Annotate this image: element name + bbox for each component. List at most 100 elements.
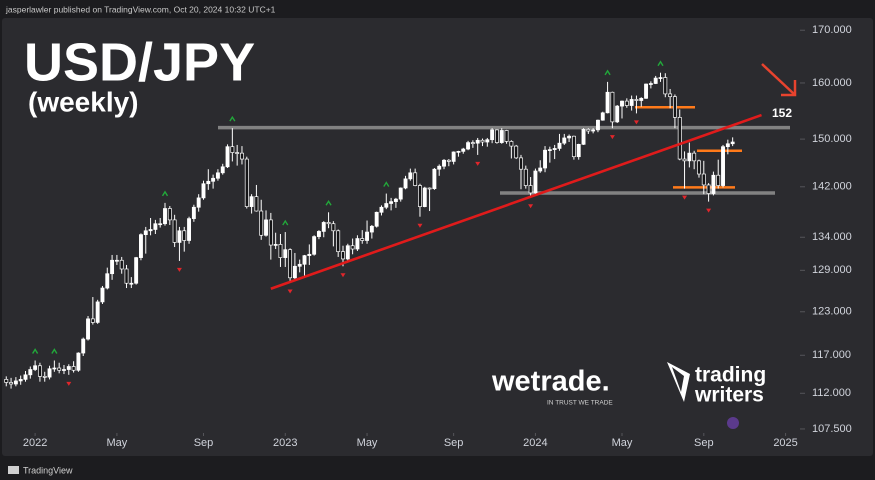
fractal-high — [229, 115, 236, 122]
candle-body — [596, 119, 600, 131]
candle-body — [605, 91, 610, 114]
candle-body — [663, 77, 668, 95]
candle-body — [538, 167, 543, 172]
candle-body — [13, 380, 18, 385]
candle-body — [644, 83, 649, 99]
candle-body — [648, 83, 653, 85]
candle-body — [76, 352, 81, 371]
candle-body — [393, 198, 398, 202]
chart-subtitle: (weekly) — [28, 86, 139, 117]
candle-body — [586, 128, 591, 132]
level-label: 152 — [772, 106, 792, 120]
candle-body — [442, 159, 446, 167]
fractal-high — [325, 199, 332, 206]
candle-body — [114, 259, 119, 262]
fractal-low — [528, 204, 534, 209]
brand-icon — [667, 362, 690, 402]
candle-body — [494, 129, 499, 143]
candle-body — [576, 143, 581, 158]
fractal-high — [51, 348, 58, 354]
candle-body — [672, 96, 677, 118]
x-tick-label: May — [107, 437, 128, 449]
candle-body — [721, 146, 725, 186]
candle-body — [624, 100, 629, 106]
x-tick-label: Sep — [194, 437, 214, 449]
candle-body — [28, 369, 33, 376]
candle-body — [567, 135, 572, 139]
candle-body — [446, 159, 451, 162]
fractal-low — [417, 223, 423, 228]
candle-body — [158, 223, 163, 226]
candle-body — [62, 369, 66, 371]
fractal-low — [340, 273, 346, 278]
candle-body — [225, 146, 230, 168]
candle-body — [384, 203, 389, 208]
brand-wetrade: wetrade. — [491, 366, 610, 398]
candle-body — [244, 158, 249, 207]
candle-body — [692, 152, 697, 162]
candle-body — [706, 184, 711, 194]
candle-body — [379, 206, 384, 213]
candle-body — [312, 236, 317, 255]
fractal-low — [682, 195, 688, 200]
candle-body — [42, 375, 47, 378]
candle-body — [470, 142, 475, 144]
candle-body — [701, 173, 706, 186]
candle-body — [547, 149, 552, 151]
candle-body — [211, 177, 216, 182]
y-tick-label: 150.000 — [812, 133, 852, 145]
candle-body — [418, 185, 422, 207]
candle-body — [687, 152, 692, 162]
candle-body — [283, 249, 288, 258]
candle-body — [268, 219, 273, 246]
x-tick-label: Sep — [694, 437, 714, 449]
trendline — [270, 113, 762, 290]
candle-body — [389, 201, 394, 204]
candle-body — [259, 210, 264, 236]
candle-body — [191, 206, 196, 219]
candle-body — [629, 99, 634, 106]
candle-body — [639, 97, 644, 101]
candle-body — [413, 172, 418, 186]
candle-body — [331, 223, 336, 232]
fractal-low — [633, 120, 639, 125]
brand-tw-2: writers — [694, 384, 764, 407]
candle-body — [697, 160, 701, 175]
fractal-high — [161, 190, 169, 197]
candle-body — [360, 238, 365, 241]
y-tick-label: 134.000 — [812, 231, 852, 243]
candle-body — [57, 367, 62, 371]
x-tick-label: May — [357, 437, 378, 449]
candle-body — [658, 77, 663, 79]
y-tick-label: 170.000 — [812, 24, 852, 36]
header: jasperlawler published on TradingView.co… — [5, 4, 276, 14]
candle-body — [316, 231, 321, 237]
candle-body — [292, 265, 297, 279]
candle-body — [591, 129, 596, 132]
candle-body — [422, 187, 427, 207]
y-tick-label: 107.500 — [812, 423, 852, 435]
y-tick-label: 112.000 — [812, 387, 851, 399]
candle-body — [509, 141, 514, 147]
candle-body — [552, 148, 557, 150]
plot: 170.000 160.000 150.000 142.000 134.000 129.0… — [4, 24, 852, 449]
candle-body — [249, 196, 254, 207]
candle-body — [475, 139, 480, 144]
candle-body — [466, 142, 471, 150]
candle-body — [172, 219, 177, 243]
candle-body — [278, 244, 283, 258]
fractal-low — [706, 208, 712, 213]
candle-body — [408, 172, 413, 180]
candle-body — [273, 244, 278, 246]
candle-body — [177, 230, 182, 243]
candle-body — [86, 318, 90, 340]
candle-body — [148, 229, 153, 232]
x-tick-label: 2022 — [23, 437, 47, 449]
candle-body — [288, 249, 293, 279]
y-tick-label: 142.000 — [812, 181, 852, 193]
candle-body — [4, 379, 9, 383]
y-tick-label: 160.000 — [812, 77, 852, 89]
candle-body — [307, 253, 312, 256]
candle-body — [254, 196, 259, 212]
